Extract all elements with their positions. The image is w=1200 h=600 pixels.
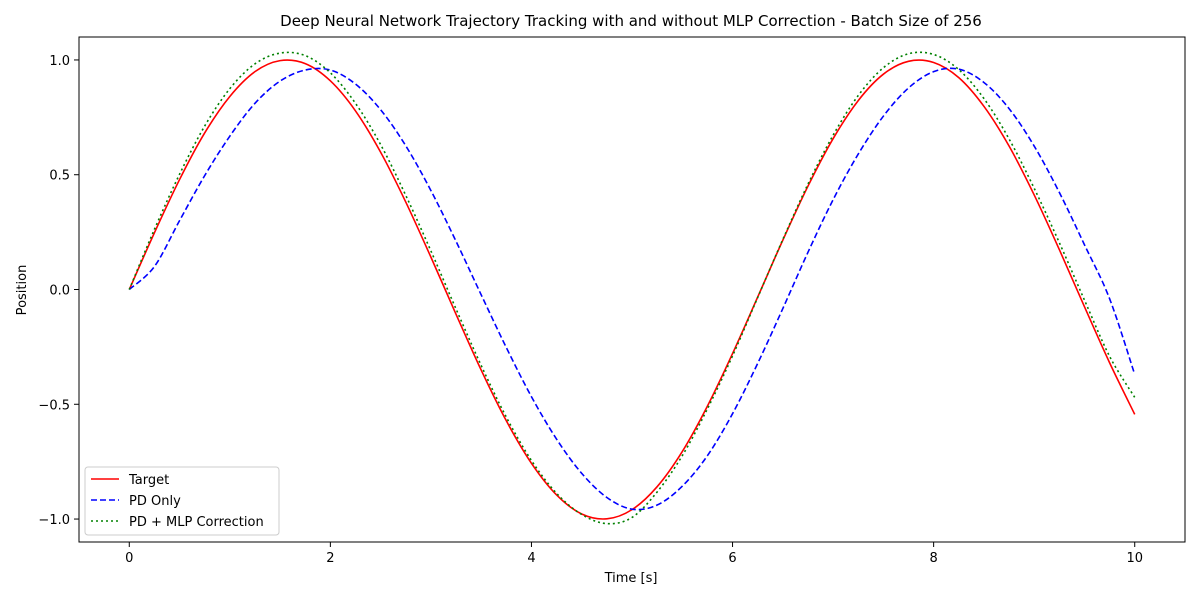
x-tick-label: 8 <box>929 551 937 566</box>
plot-area-frame <box>78 36 1186 543</box>
legend-entries: Target PD Only PD + MLP Correction <box>91 473 264 530</box>
x-tick-label: 6 <box>728 551 736 566</box>
y-tick-label: −1.0 <box>38 513 70 528</box>
legend: Target PD Only PD + MLP Correction <box>84 466 280 536</box>
series-line-pd-mlp-correction <box>128 51 1136 525</box>
series-line-target <box>128 59 1136 520</box>
y-tick-label: 0.0 <box>49 284 70 299</box>
chart-title: Deep Neural Network Trajectory Tracking … <box>280 12 982 30</box>
y-axis-ticks: −1.0 −0.5 0.0 0.5 1.0 <box>38 54 79 528</box>
x-tick-label: 10 <box>1126 551 1143 566</box>
y-axis-label: Position <box>15 265 30 316</box>
legend-label-pd-only: PD Only <box>129 494 181 509</box>
legend-label-target: Target <box>128 473 169 488</box>
x-axis-label: Time [s] <box>604 571 658 586</box>
y-tick-label: 1.0 <box>49 54 70 69</box>
series-layer <box>128 51 1136 525</box>
x-tick-label: 4 <box>527 551 535 566</box>
x-tick-label: 2 <box>326 551 334 566</box>
x-axis-ticks: 0 2 4 6 8 10 <box>125 542 1143 566</box>
legend-box <box>84 466 280 536</box>
x-tick-label: 0 <box>125 551 133 566</box>
y-tick-label: 0.5 <box>49 169 70 184</box>
legend-label-pd-mlp-correction: PD + MLP Correction <box>129 515 264 530</box>
y-tick-label: −0.5 <box>38 398 70 413</box>
series-line-pd-only <box>128 67 1136 511</box>
